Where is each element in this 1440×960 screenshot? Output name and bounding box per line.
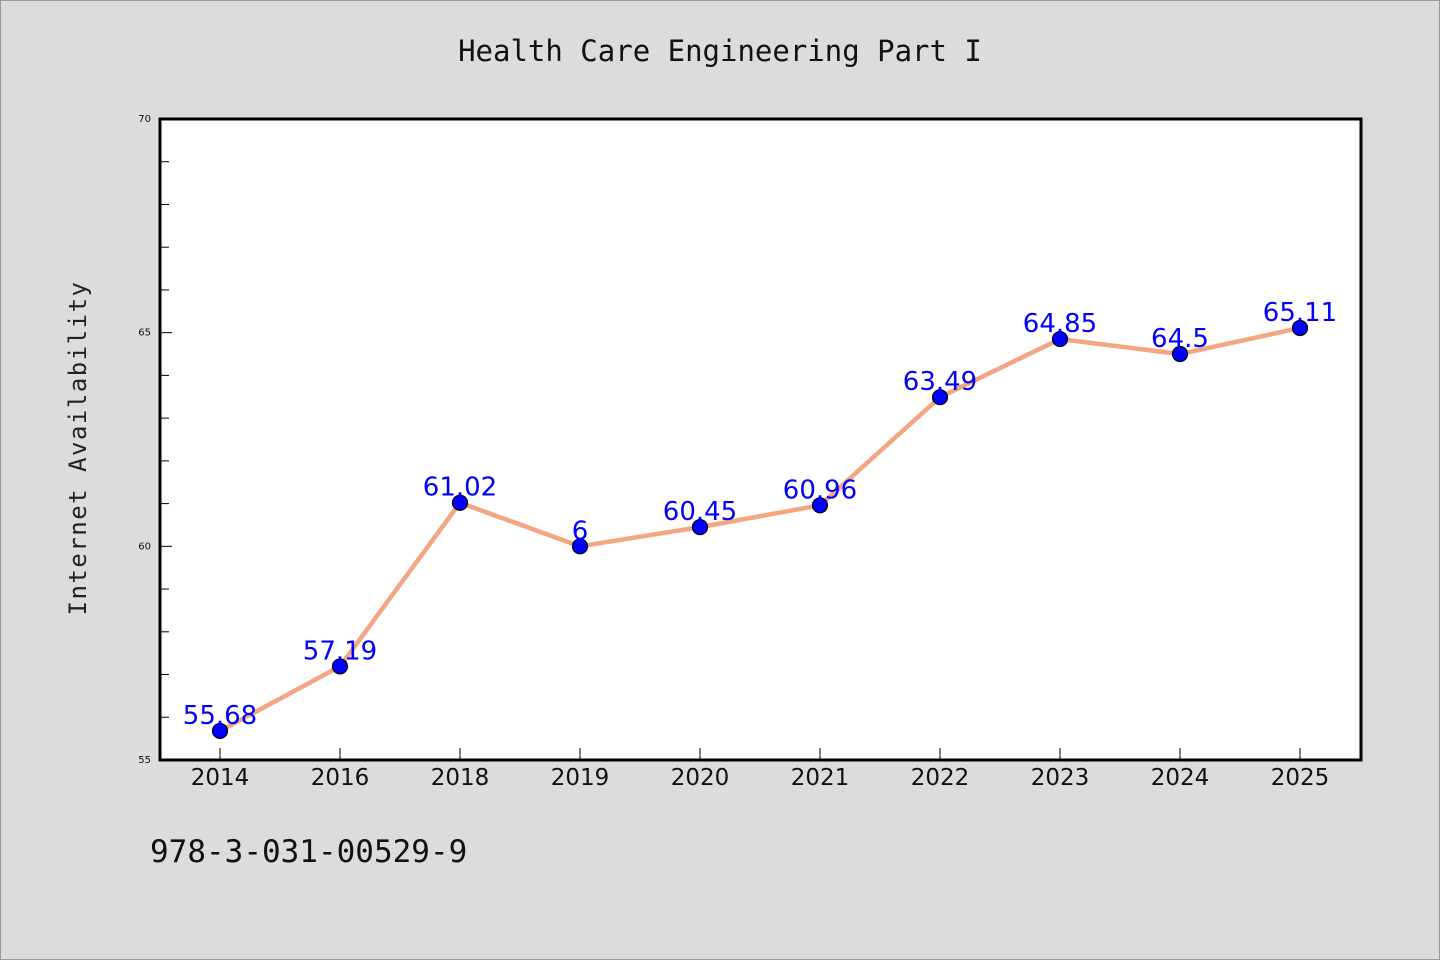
y-axis: 55 60 65 70 — [138, 114, 172, 766]
x-tick-label: 2022 — [911, 765, 970, 791]
x-tick-label: 2019 — [551, 765, 610, 791]
data-label: 57.19 — [303, 636, 377, 666]
x-tick-label: 2016 — [311, 765, 370, 791]
data-point — [331, 658, 349, 675]
data-label: 6 — [572, 516, 589, 546]
data-point — [1291, 319, 1309, 337]
data-point — [211, 722, 229, 740]
x-tick-label: 2025 — [1271, 765, 1330, 791]
x-tick-label: 2024 — [1151, 765, 1210, 791]
y-tick-label: 55 — [138, 755, 151, 766]
data-points — [211, 319, 1309, 740]
data-labels: 55.68 57.19 61.02 6 60.45 60.96 63.49 64.85 64.5… — [183, 298, 1337, 731]
x-tick-label: 2018 — [431, 765, 490, 791]
data-label: 55.68 — [183, 701, 257, 731]
y-tick-label: 65 — [138, 328, 151, 339]
x-tick-label: 2014 — [191, 765, 250, 791]
data-point — [571, 538, 589, 555]
data-point — [691, 519, 709, 536]
data-label: 60.45 — [663, 497, 737, 527]
chart-title: Health Care Engineering Part I — [458, 34, 982, 68]
data-point — [931, 389, 949, 406]
data-label: 64.85 — [1023, 309, 1097, 339]
data-label: 63.49 — [903, 367, 977, 397]
series-line-group — [217, 325, 1303, 734]
data-point — [451, 494, 469, 511]
x-axis: 2014 2016 2018 2019 2020 2021 2022 2023 2024 2025 — [191, 748, 1330, 791]
data-point — [1171, 345, 1189, 363]
x-tick-label: 2021 — [791, 765, 850, 791]
data-label: 60.96 — [783, 475, 857, 505]
isbn-text: 978-3-031-00529-9 — [150, 834, 468, 870]
series-line — [217, 325, 1303, 734]
x-tick-label: 2020 — [671, 765, 730, 791]
data-point — [1051, 330, 1069, 348]
x-tick-label: 2023 — [1031, 765, 1090, 791]
y-tick-label: 60 — [138, 541, 151, 552]
data-point — [811, 497, 829, 514]
plot-area — [158, 117, 1363, 762]
y-axis-label: Internet Availability — [64, 281, 92, 616]
data-label: 65.11 — [1263, 298, 1337, 328]
data-label: 64.5 — [1151, 324, 1209, 354]
y-tick-label: 70 — [138, 114, 151, 125]
data-label: 61.02 — [423, 473, 497, 503]
